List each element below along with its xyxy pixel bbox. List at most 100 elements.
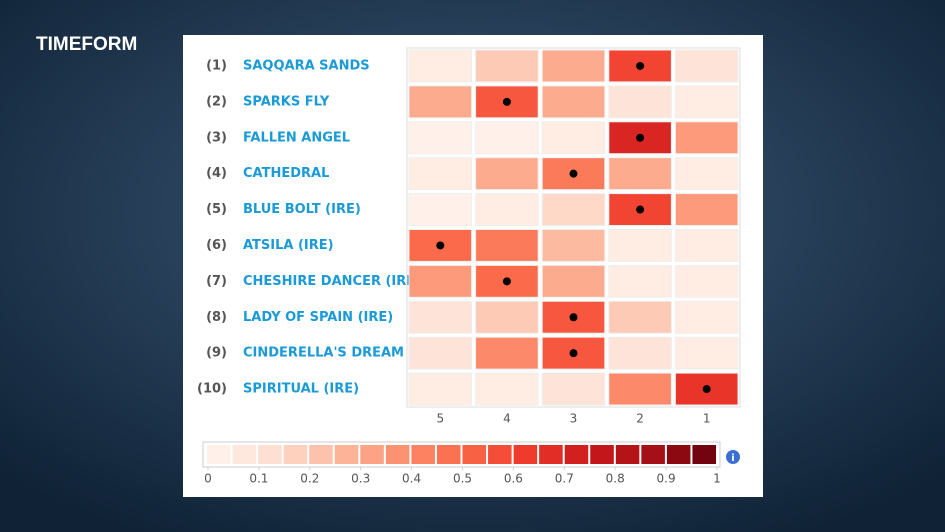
row-label: SPARKS FLY	[243, 94, 330, 109]
cell	[475, 49, 539, 83]
colorbar-step	[436, 445, 461, 464]
x-tick-label: 5	[436, 412, 444, 426]
pick-dot	[569, 349, 578, 358]
cell	[674, 264, 739, 298]
cell	[475, 157, 539, 191]
colorbar-tick-label: 0.4	[402, 472, 421, 486]
row-number: (4)	[206, 166, 227, 181]
cell	[608, 85, 672, 119]
cell	[541, 229, 606, 262]
cell	[408, 49, 473, 83]
row-number: (5)	[206, 202, 227, 217]
cell	[475, 372, 539, 406]
cell	[608, 157, 672, 191]
colorbar-step	[385, 445, 410, 464]
colorbar-step	[309, 445, 333, 464]
row-label: FALLEN ANGEL	[243, 130, 350, 145]
colorbar-step	[207, 445, 231, 464]
pick-dot	[436, 241, 445, 250]
cell	[475, 336, 539, 370]
colorbar-tick-label: 0.3	[351, 472, 370, 486]
cell	[674, 193, 739, 227]
cell	[541, 193, 606, 227]
cell	[541, 121, 606, 155]
cell	[475, 300, 539, 334]
pick-dot	[636, 133, 645, 142]
cell	[408, 300, 473, 334]
cell	[674, 49, 739, 83]
pick-dot	[502, 277, 511, 286]
colorbar-tick-label: 0.2	[300, 472, 319, 486]
pick-dot	[569, 313, 578, 322]
cell	[608, 229, 672, 262]
x-tick-label: 4	[503, 412, 511, 426]
cell	[408, 121, 473, 155]
x-tick-label: 3	[570, 412, 578, 426]
cell	[408, 193, 473, 227]
cell	[608, 336, 672, 370]
colorbar-step	[590, 445, 614, 464]
cell	[674, 300, 739, 334]
pick-dot	[636, 205, 645, 214]
row-number: (10)	[197, 382, 227, 397]
cell	[608, 372, 672, 406]
cell	[674, 85, 739, 119]
colorbar-tick-label: 0.8	[606, 472, 625, 486]
cell	[541, 264, 606, 298]
colorbar-step	[615, 445, 640, 464]
colorbar-tick-label: 0.1	[249, 472, 268, 486]
x-tick-label: 1	[703, 412, 711, 426]
row-label: CATHEDRAL	[243, 166, 329, 181]
row-number: (3)	[206, 130, 227, 145]
colorbar-step	[692, 445, 716, 464]
cell	[475, 193, 539, 227]
cell	[541, 85, 606, 119]
row-number: (9)	[206, 346, 227, 361]
pick-dot	[636, 61, 645, 70]
colorbar-tick-label: 0.5	[453, 472, 472, 486]
row-label: SAQQARA SANDS	[243, 58, 370, 73]
cell	[408, 85, 473, 119]
colorbar-tick-label: 0.6	[504, 472, 523, 486]
row-number: (6)	[206, 238, 227, 253]
colorbar-step	[283, 445, 308, 464]
cell	[408, 264, 473, 298]
colorbar-step	[258, 445, 282, 464]
row-label: CINDERELLA'S DREAM	[243, 346, 404, 361]
cell	[408, 157, 473, 191]
colorbar-step	[539, 445, 563, 464]
colorbar-step	[334, 445, 359, 464]
info-icon-glyph: i	[731, 453, 734, 464]
row-label: SPIRITUAL (IRE)	[243, 382, 359, 397]
cell	[408, 336, 473, 370]
cell	[541, 372, 606, 406]
colorbar-step	[411, 445, 435, 464]
row-number: (1)	[206, 58, 227, 73]
row-label: CHESHIRE DANCER (IRE)	[243, 274, 421, 289]
cell	[475, 229, 539, 262]
row-label: BLUE BOLT (IRE)	[243, 202, 361, 217]
row-number: (7)	[206, 274, 227, 289]
cell	[475, 121, 539, 155]
cell	[608, 300, 672, 334]
colorbar-tick-label: 0	[204, 472, 212, 486]
colorbar-step	[360, 445, 384, 464]
row-label: LADY OF SPAIN (IRE)	[243, 310, 393, 325]
cell	[408, 372, 473, 406]
info-icon[interactable]	[726, 450, 740, 464]
cell	[674, 229, 739, 262]
colorbar-step	[232, 445, 257, 464]
colorbar-tick-label: 0.9	[657, 472, 676, 486]
cell	[541, 49, 606, 83]
colorbar-tick-label: 0.7	[555, 472, 574, 486]
cell	[608, 264, 672, 298]
colorbar-step	[666, 445, 691, 464]
colorbar-step	[564, 445, 589, 464]
cell	[674, 121, 739, 155]
pick-dot	[569, 169, 578, 178]
colorbar-step	[641, 445, 665, 464]
brand-logo: TIMEFORM	[36, 34, 137, 55]
cell	[674, 157, 739, 191]
pick-dot	[502, 97, 511, 106]
